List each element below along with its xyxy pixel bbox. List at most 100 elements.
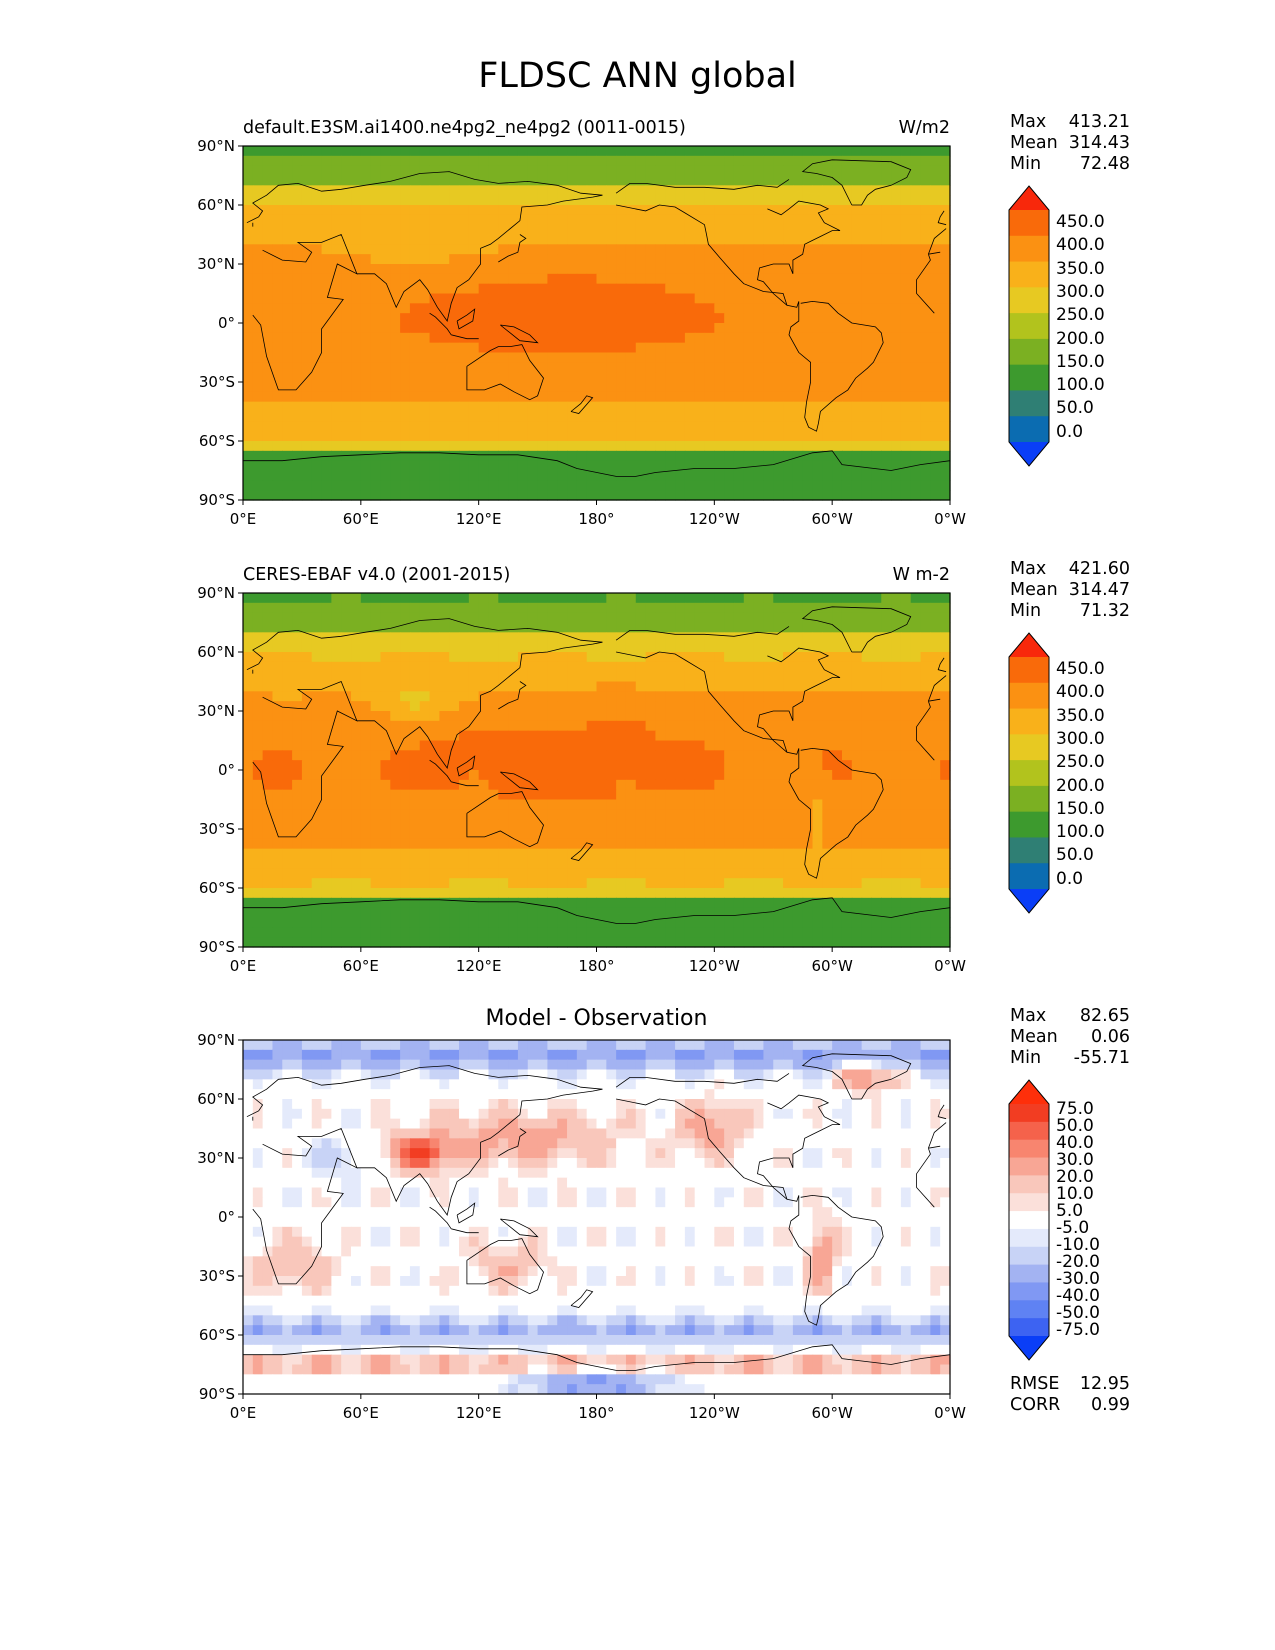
x-tick-label: 120°E — [455, 510, 502, 528]
colorbar-label: 400.0 — [1056, 682, 1105, 703]
y-tick-label: 0° — [217, 314, 235, 332]
y-tick-label: 30°N — [197, 702, 235, 720]
x-tick-label: 180° — [578, 957, 615, 975]
x-tick-label: 60°W — [811, 1404, 853, 1422]
stat-mean-label: Mean — [1010, 1027, 1058, 1047]
colorbar-label: 150.0 — [1056, 351, 1105, 372]
colorbar-label: 5.0 — [1056, 1201, 1084, 1221]
coastline — [570, 842, 594, 861]
difference-panel: Model - Observation Max 82.65 Mean 0.06 … — [0, 894, 1275, 1422]
colorbar-label: 300.0 — [1056, 281, 1105, 302]
stat-mean-label: Mean — [1010, 580, 1058, 600]
coastline — [466, 344, 544, 401]
colorbar-label: 350.0 — [1056, 258, 1105, 279]
coastline — [246, 1065, 947, 1149]
coastline — [570, 395, 594, 414]
colorbar-label: 10.0 — [1056, 1184, 1094, 1204]
colorbar-label: 75.0 — [1056, 1099, 1094, 1119]
corr-label: CORR — [1010, 1395, 1061, 1415]
stat-max-value: 413.21 — [1068, 112, 1130, 132]
panel-units: W/m2 — [898, 118, 950, 138]
coastline — [456, 308, 476, 330]
coastline — [500, 324, 539, 344]
x-tick-label: 60°W — [811, 510, 853, 528]
stat-max-label: Max — [1010, 559, 1047, 579]
coastline — [451, 1228, 479, 1234]
y-tick-label: 60°N — [197, 196, 235, 214]
stat-min-value: -55.71 — [1073, 1048, 1130, 1068]
coastline — [246, 618, 947, 702]
panel-units: W m-2 — [892, 565, 950, 585]
stat-mean-value: 0.06 — [1091, 1027, 1130, 1047]
observation-map — [238, 592, 951, 952]
y-tick-label: 60°S — [198, 879, 235, 897]
colorbar-label: 0.0 — [1056, 421, 1084, 442]
y-tick-label: 0° — [217, 761, 235, 779]
x-tick-label: 60°E — [342, 957, 379, 975]
stat-mean-value: 314.47 — [1068, 580, 1130, 600]
stats-block: Max 413.21 Mean 314.43 Min 72.48 — [1010, 112, 1130, 182]
colorbar-label: -40.0 — [1056, 1286, 1100, 1306]
y-tick-label: 90°S — [198, 1385, 235, 1403]
colorbar-label: 50.0 — [1056, 845, 1094, 866]
stat-min-value: 72.48 — [1079, 154, 1130, 174]
colorbar-label: 300.0 — [1056, 728, 1105, 749]
y-tick-label: 0° — [217, 1208, 235, 1226]
coastline — [616, 1098, 884, 1326]
stat-min-value: 71.32 — [1079, 601, 1130, 621]
panel-title-left: default.E3SM.ai1400.ne4pg2_ne4pg2 (0011-… — [243, 118, 686, 138]
colorbar-label: 350.0 — [1056, 705, 1105, 726]
coastline — [451, 781, 479, 787]
coastline — [498, 681, 527, 710]
colorbar-label: -50.0 — [1056, 1303, 1100, 1323]
y-tick-label: 90°S — [198, 938, 235, 956]
colorbar-label: 250.0 — [1056, 752, 1105, 773]
colorbar-label: -10.0 — [1056, 1235, 1100, 1255]
contour-field — [243, 146, 951, 501]
coastline — [252, 233, 941, 391]
stat-max-label: Max — [1010, 1006, 1047, 1026]
y-tick-label: 90°S — [198, 491, 235, 509]
contour-field — [243, 593, 951, 948]
model-map — [238, 145, 951, 505]
coastline — [615, 179, 790, 194]
model-panel: default.E3SM.ai1400.ne4pg2_ne4pg2 (0011-… — [0, 0, 1275, 528]
coastline — [615, 1073, 790, 1088]
coastline — [570, 1289, 594, 1308]
coastline — [451, 334, 479, 340]
x-tick-label: 120°E — [455, 1404, 502, 1422]
stats-block: Max 421.60 Mean 314.47 Min 71.32 — [1010, 559, 1130, 629]
coastline — [466, 791, 544, 848]
stat-max-label: Max — [1010, 112, 1047, 132]
x-tick-label: 0°W — [934, 957, 966, 975]
stat-min-label: Min — [1010, 154, 1042, 174]
colorbar-label: 450.0 — [1056, 659, 1105, 679]
colorbar-label: 100.0 — [1056, 822, 1105, 843]
coastline — [757, 200, 841, 306]
coastline — [466, 1238, 544, 1295]
axis-ticks — [238, 145, 951, 505]
y-tick-label: 60°S — [198, 432, 235, 450]
coastline — [757, 647, 841, 753]
colorbar-label: 50.0 — [1056, 1116, 1094, 1136]
colorbar-label: 0.0 — [1056, 868, 1084, 889]
x-tick-label: 120°W — [688, 1404, 740, 1422]
y-tick-label: 30°S — [198, 820, 235, 838]
x-tick-label: 120°W — [688, 510, 740, 528]
stat-min-label: Min — [1010, 1048, 1042, 1068]
coastlines — [243, 1053, 951, 1371]
axis-ticks — [238, 1039, 951, 1399]
y-tick-label: 60°N — [197, 643, 235, 661]
coastline — [429, 759, 452, 783]
colorbar-label: -30.0 — [1056, 1269, 1100, 1289]
colorbar-label: 250.0 — [1056, 305, 1105, 326]
x-tick-label: 60°E — [342, 1404, 379, 1422]
coastline — [500, 771, 539, 791]
coastlines — [243, 606, 951, 924]
x-tick-label: 60°E — [342, 510, 379, 528]
panel-title-left: CERES-EBAF v4.0 (2001-2015) — [243, 565, 511, 585]
coastline — [252, 680, 941, 838]
colorbar-label: 30.0 — [1056, 1150, 1094, 1170]
corr-value: 0.99 — [1091, 1395, 1130, 1415]
coastline — [243, 450, 951, 477]
